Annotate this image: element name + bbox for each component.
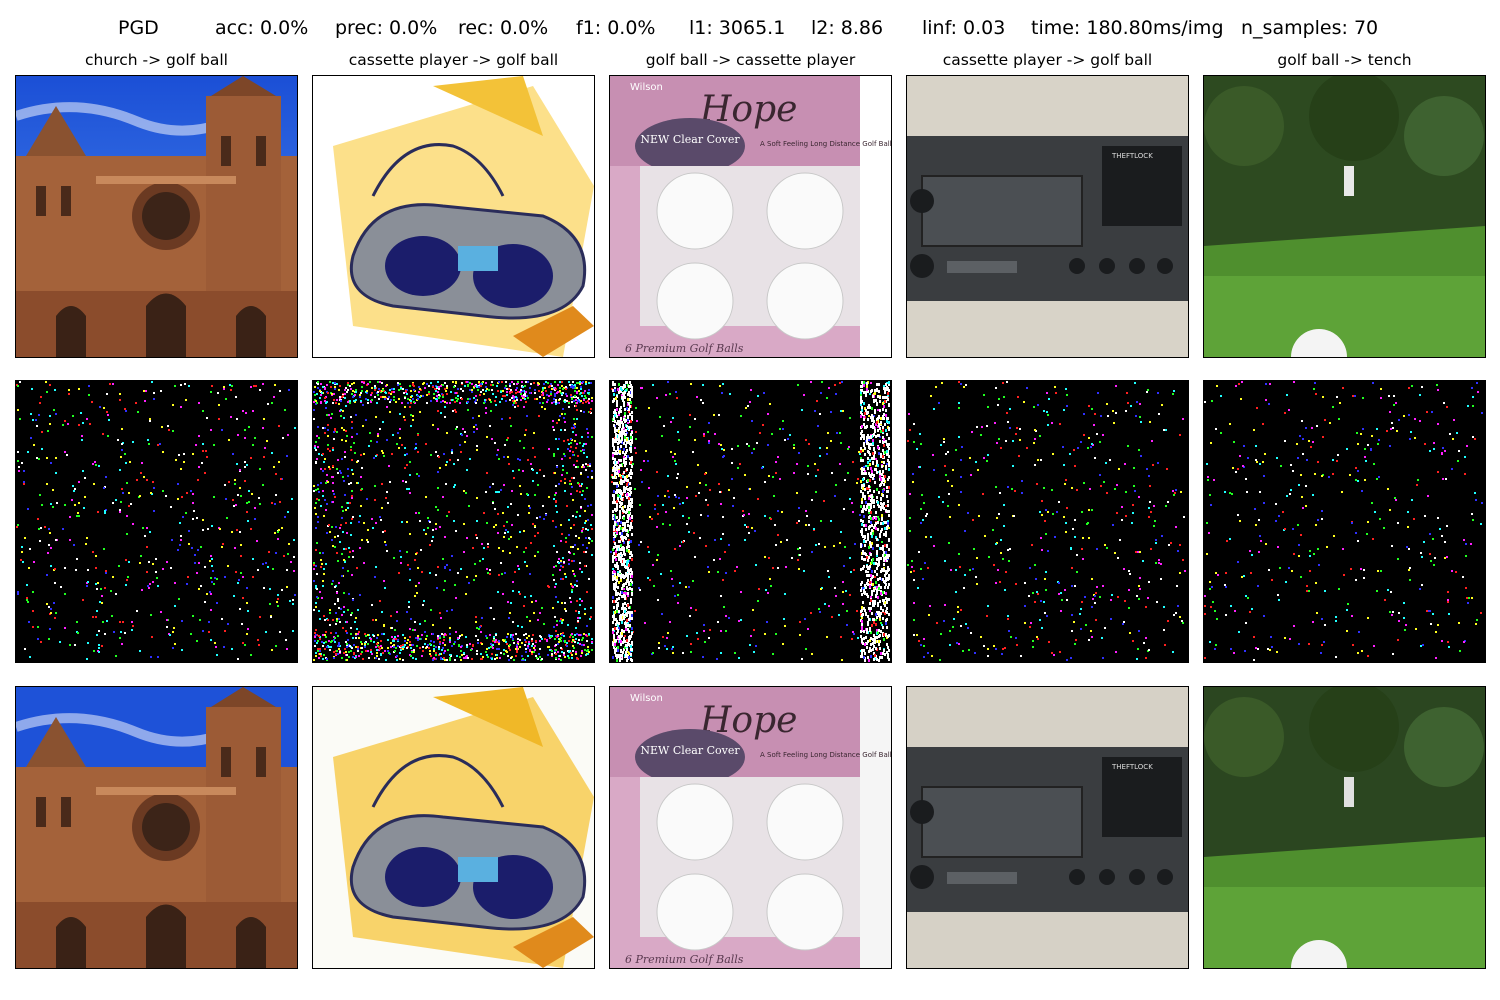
original-image-golf-course bbox=[1203, 75, 1486, 358]
accuracy-metric: acc: 0.0% bbox=[215, 14, 308, 42]
svg-text:Wilson: Wilson bbox=[630, 82, 663, 93]
column-title-5: golf ball -> tench bbox=[1203, 50, 1486, 70]
precision-metric: prec: 0.0% bbox=[335, 14, 437, 42]
adversarial-image-car-stereo: THEFTLOCK bbox=[906, 686, 1189, 969]
adversarial-image-church bbox=[15, 686, 298, 969]
column-title-4: cassette player -> golf ball bbox=[906, 50, 1189, 70]
recall-metric: rec: 0.0% bbox=[458, 14, 548, 42]
adversarial-image-cassette-player bbox=[312, 686, 595, 969]
svg-text:A Soft Feeling Long Distance G: A Soft Feeling Long Distance Golf Ball bbox=[760, 140, 891, 148]
column-title-2: cassette player -> golf ball bbox=[312, 50, 595, 70]
l1-metric: l1: 3065.1 bbox=[689, 14, 785, 42]
perturbation-golf-ball-box bbox=[609, 380, 892, 663]
time-metric: time: 180.80ms/img bbox=[1031, 14, 1224, 42]
original-image-church bbox=[15, 75, 298, 358]
svg-text:NEW Clear Cover: NEW Clear Cover bbox=[640, 133, 740, 146]
figure-header: PGD acc: 0.0% prec: 0.0% rec: 0.0% f1: 0… bbox=[0, 14, 1500, 44]
svg-text:6 Premium Golf Balls: 6 Premium Golf Balls bbox=[625, 342, 744, 355]
perturbation-church bbox=[15, 380, 298, 663]
n-samples-metric: n_samples: 70 bbox=[1241, 14, 1378, 42]
column-title-3: golf ball -> cassette player bbox=[609, 50, 892, 70]
perturbation-car-stereo bbox=[906, 380, 1189, 663]
original-image-car-stereo: THEFTLOCK bbox=[906, 75, 1189, 358]
column-title-1: church -> golf ball bbox=[15, 50, 298, 70]
original-image-cassette-player bbox=[312, 75, 595, 358]
l2-metric: l2: 8.86 bbox=[811, 14, 883, 42]
perturbation-cassette-player bbox=[312, 380, 595, 663]
linf-metric: linf: 0.03 bbox=[922, 14, 1005, 42]
f1-metric: f1: 0.0% bbox=[576, 14, 656, 42]
original-image-golf-ball-box: Wilson Hope NEW Clear Cover A Soft Feeli… bbox=[609, 75, 892, 358]
adversarial-image-golf-course bbox=[1203, 686, 1486, 969]
svg-text:THEFTLOCK: THEFTLOCK bbox=[1111, 152, 1153, 160]
perturbation-golf-course bbox=[1203, 380, 1486, 663]
method-label: PGD bbox=[118, 14, 159, 42]
adversarial-image-golf-ball-box: Wilson Hope NEW Clear Cover A Soft Feeli… bbox=[609, 686, 892, 969]
